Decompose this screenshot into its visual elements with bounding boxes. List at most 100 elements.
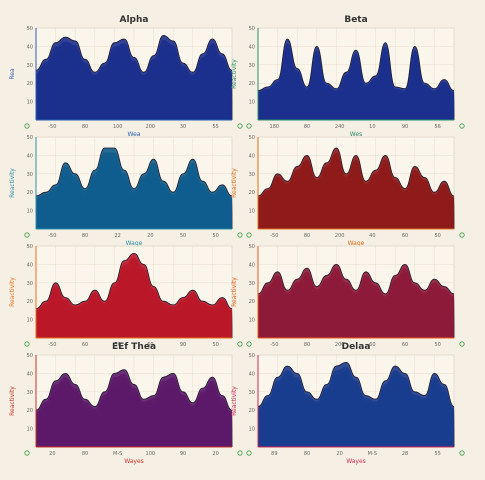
x-axis-label: Wage: [126, 240, 143, 247]
chart-panel: 10 20 30 40 50 180 80 240 10 90 56 Wes Reactivity Bet…: [231, 15, 465, 138]
y-tick-label: 40: [249, 262, 255, 268]
x-tick-label: 80: [304, 233, 310, 239]
y-tick-label: 10: [249, 209, 255, 215]
y-tick-label: 50: [27, 353, 33, 359]
y-tick-label: 20: [249, 299, 255, 305]
x-tick-label: 30: [180, 124, 186, 130]
x-axis-label: Wayes: [346, 458, 366, 465]
series-outline: [35, 369, 233, 411]
x-tick-label: 56: [434, 124, 440, 130]
axis-marker-right: [459, 450, 465, 456]
y-tick-label: 20: [27, 81, 33, 87]
y-tick-label: 40: [27, 371, 33, 377]
axis-marker-right: [459, 341, 465, 347]
chart-panel: 10 20 30 40 50 -50 80 200 60 60 50 Reactivity: [231, 244, 465, 348]
y-tick-label: 40: [249, 153, 255, 159]
y-axis-label: Rea: [9, 68, 16, 80]
x-tick-label: 60: [402, 233, 408, 239]
x-tick-label: 50: [114, 342, 120, 348]
axis-marker-right: [237, 232, 243, 238]
x-tick-label: 10: [369, 124, 375, 130]
x-tick-label: 60: [147, 342, 153, 348]
y-tick-label: 10: [249, 318, 255, 324]
chart-panel: 10 20 30 40 50 89 80 20 M-S 28 55 Wayes Reactivity De…: [231, 342, 465, 465]
y-tick-label: 10: [249, 427, 255, 433]
x-tick-label: 100: [146, 451, 156, 457]
x-tick-label: 50: [434, 233, 440, 239]
x-tick-label: M-S: [368, 451, 377, 457]
y-tick-label: 30: [249, 281, 255, 287]
x-tick-label: 200: [146, 124, 156, 130]
y-axis-label: Reactivity: [9, 277, 16, 307]
chart-panel: 10 20 30 40 50 -50 80 100 200 30 55 Wea Rea Alpha: [9, 15, 243, 138]
x-tick-label: 180: [270, 124, 280, 130]
y-axis-label: Reactivity: [231, 168, 238, 198]
x-tick-label: 80: [304, 342, 310, 348]
y-tick-label: 30: [249, 63, 255, 69]
x-tick-label: 80: [82, 451, 88, 457]
y-axis-label: Reactivity: [231, 277, 238, 307]
x-tick-label: 28: [402, 451, 408, 457]
axis-marker-left: [246, 450, 252, 456]
series-outline: [257, 147, 455, 197]
x-tick-label: 80: [304, 124, 310, 130]
axis-marker-left: [24, 232, 30, 238]
y-axis-label: Reactivity: [9, 168, 16, 198]
y-tick-label: 20: [249, 408, 255, 414]
y-tick-label: 10: [27, 427, 33, 433]
y-tick-label: 50: [249, 353, 255, 359]
axis-marker-left: [24, 341, 30, 347]
x-axis-label: Wea: [128, 131, 141, 138]
x-tick-label: 50: [180, 233, 186, 239]
y-tick-label: 30: [27, 281, 33, 287]
chart-panel: 10 20 30 40 50 -50 80 200 40 60 50 Wage Reactivity: [231, 135, 465, 247]
x-tick-label: 40: [369, 233, 375, 239]
x-tick-label: 90: [180, 451, 186, 457]
axis-marker-left: [246, 123, 252, 129]
axis-marker-left: [24, 123, 30, 129]
x-tick-label: -50: [48, 124, 56, 130]
panel-title: Alpha: [120, 15, 149, 25]
panel-title: Beta: [344, 15, 367, 25]
x-tick-label: 90: [402, 124, 408, 130]
x-tick-label: 80: [82, 124, 88, 130]
x-tick-label: 20: [147, 233, 153, 239]
x-axis-label: Wayes: [124, 458, 144, 465]
y-tick-label: 20: [249, 190, 255, 196]
x-tick-label: 55: [212, 124, 218, 130]
y-tick-label: 20: [27, 299, 33, 305]
x-tick-label: -50: [48, 342, 56, 348]
y-tick-label: 40: [27, 44, 33, 50]
x-tick-label: -50: [270, 342, 278, 348]
chart-panel: 10 20 30 40 50 20 80 M-S 100 90 20 Wayes Reactivity E…: [9, 342, 243, 465]
y-tick-label: 30: [27, 172, 33, 178]
x-tick-label: 20: [336, 451, 342, 457]
x-tick-label: 20: [212, 451, 218, 457]
axis-marker-left: [246, 341, 252, 347]
axis-marker-right: [237, 341, 243, 347]
panel-title: Delaa: [342, 342, 371, 352]
x-tick-label: -50: [48, 233, 56, 239]
y-tick-label: 50: [249, 244, 255, 250]
series-outline: [35, 252, 233, 309]
x-tick-label: 89: [271, 451, 277, 457]
x-tick-label: 100: [113, 124, 123, 130]
x-tick-label: 200: [335, 342, 345, 348]
axis-marker-right: [459, 123, 465, 129]
x-tick-label: 50: [434, 342, 440, 348]
x-axis-label: Wage: [348, 240, 365, 247]
series-outline: [257, 361, 455, 407]
y-tick-label: 40: [249, 371, 255, 377]
y-tick-label: 10: [27, 100, 33, 106]
x-tick-label: 55: [434, 451, 440, 457]
x-tick-label: -50: [270, 233, 278, 239]
x-tick-label: 60: [369, 342, 375, 348]
y-tick-label: 40: [27, 262, 33, 268]
y-tick-label: 50: [27, 135, 33, 141]
chart-panel: 10 20 30 40 50 -50 80 22 20 50 50 Wage Reactivity: [9, 135, 243, 247]
x-tick-label: 22: [114, 233, 120, 239]
x-tick-label: 20: [49, 451, 55, 457]
x-tick-label: M-S: [113, 451, 122, 457]
y-tick-label: 20: [27, 408, 33, 414]
